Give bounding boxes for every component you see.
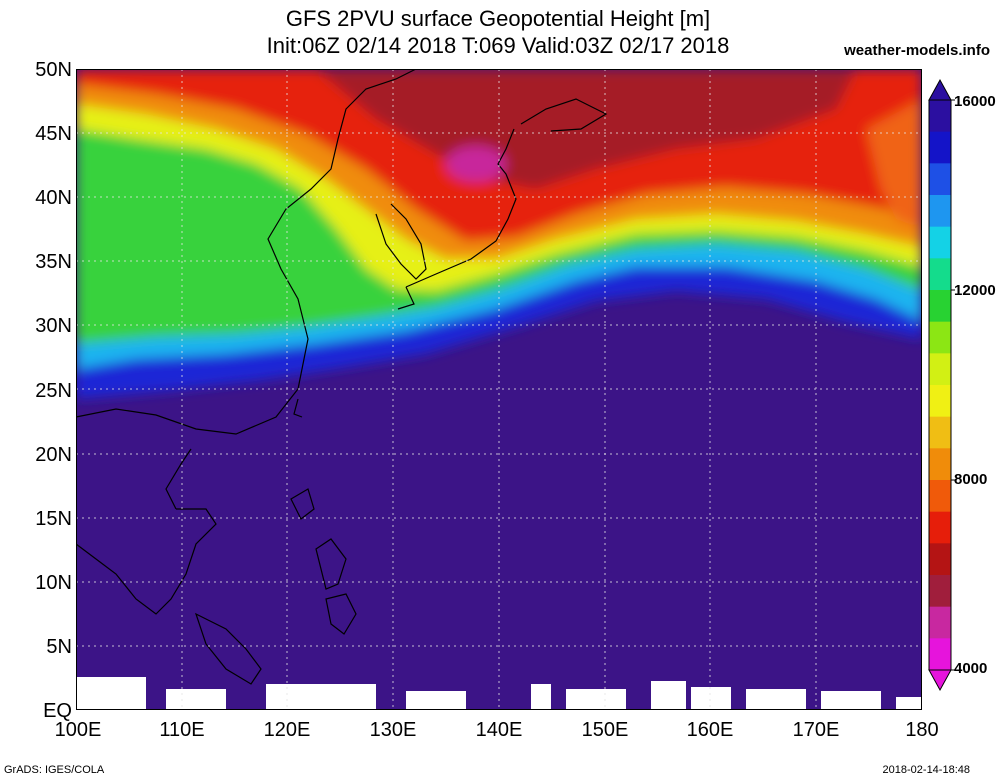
colorbar bbox=[928, 78, 955, 692]
lat-label-eq: EQ bbox=[43, 700, 72, 722]
lon-label-100e: 100E bbox=[54, 719, 102, 741]
blue-band bbox=[76, 267, 922, 399]
colorbar-swatch bbox=[929, 385, 951, 418]
magenta-low-center bbox=[446, 146, 506, 182]
lon-label-150e: 150E bbox=[581, 719, 629, 741]
lon-label-140e: 140E bbox=[475, 719, 523, 741]
colorbar-min-arrow bbox=[928, 669, 952, 692]
colorbar-swatch bbox=[929, 195, 951, 228]
map-subtitle: Init:06Z 02/14 2018 T:069 Valid:03Z 02/1… bbox=[266, 33, 730, 58]
colorbar-swatch bbox=[929, 480, 951, 513]
ne-lobe bbox=[866, 99, 922, 229]
colorbar-swatch bbox=[929, 511, 951, 544]
colorbar-swatch bbox=[929, 226, 951, 259]
colorbar-frame bbox=[928, 99, 952, 671]
geopotential-map bbox=[76, 69, 922, 710]
colorbar-swatch bbox=[929, 321, 951, 354]
green-band bbox=[76, 129, 922, 344]
lat-label-20n: 20N bbox=[35, 444, 72, 466]
lat-label-40n: 40N bbox=[35, 187, 72, 209]
colorbar-swatch bbox=[929, 606, 951, 639]
source-credit: weather-models.info bbox=[844, 42, 990, 59]
lat-label-5n: 5N bbox=[46, 636, 72, 658]
graticule bbox=[76, 69, 922, 710]
map-frame bbox=[76, 69, 922, 710]
lon-label-110e: 110E bbox=[159, 719, 205, 741]
map-title: GFS 2PVU surface Geopotential Height [m] bbox=[285, 6, 711, 31]
lat-label-50n: 50N bbox=[35, 59, 72, 81]
lat-label-25n: 25N bbox=[35, 380, 72, 402]
lon-label-160e: 160E bbox=[686, 719, 734, 741]
colorbar-label-12000: 12000 bbox=[954, 282, 996, 299]
cyan-band bbox=[76, 244, 922, 369]
colorbar-swatch bbox=[929, 416, 951, 449]
lat-label-15n: 15N bbox=[35, 508, 72, 530]
colorbar-swatch bbox=[929, 131, 951, 164]
no-data-patches bbox=[76, 677, 922, 710]
lon-label-120e: 120E bbox=[263, 719, 311, 741]
colorbar-max-arrow bbox=[928, 78, 952, 101]
coastlines bbox=[76, 69, 608, 685]
lat-label-30n: 30N bbox=[35, 315, 72, 337]
colorbar-swatch bbox=[929, 258, 951, 291]
colorbar-swatch bbox=[929, 290, 951, 323]
colorbar-swatch bbox=[929, 638, 951, 671]
colorbar-swatch bbox=[929, 448, 951, 481]
lon-label-180: 180 bbox=[905, 719, 939, 741]
orange-band bbox=[76, 84, 922, 259]
colorbar-swatch bbox=[929, 163, 951, 196]
lat-label-10n: 10N bbox=[35, 572, 72, 594]
lon-label-130e: 130E bbox=[369, 719, 417, 741]
colorbar-label-8000: 8000 bbox=[954, 471, 988, 488]
colorbar-swatch bbox=[929, 575, 951, 608]
yellow-band bbox=[76, 104, 922, 291]
colorbar-swatch bbox=[929, 100, 951, 133]
lon-label-170e: 170E bbox=[792, 719, 840, 741]
colorbar-label-16000: 16000 bbox=[954, 93, 996, 110]
lat-label-35n: 35N bbox=[35, 251, 72, 273]
colorbar-swatch bbox=[929, 543, 951, 576]
software-credit: GrADS: IGES/COLA bbox=[4, 764, 105, 776]
lat-label-45n: 45N bbox=[35, 123, 72, 145]
timestamp: 2018-02-14-18:48 bbox=[882, 764, 970, 776]
colorbar-swatch bbox=[929, 353, 951, 386]
colorbar-label-4000: 4000 bbox=[954, 660, 988, 677]
